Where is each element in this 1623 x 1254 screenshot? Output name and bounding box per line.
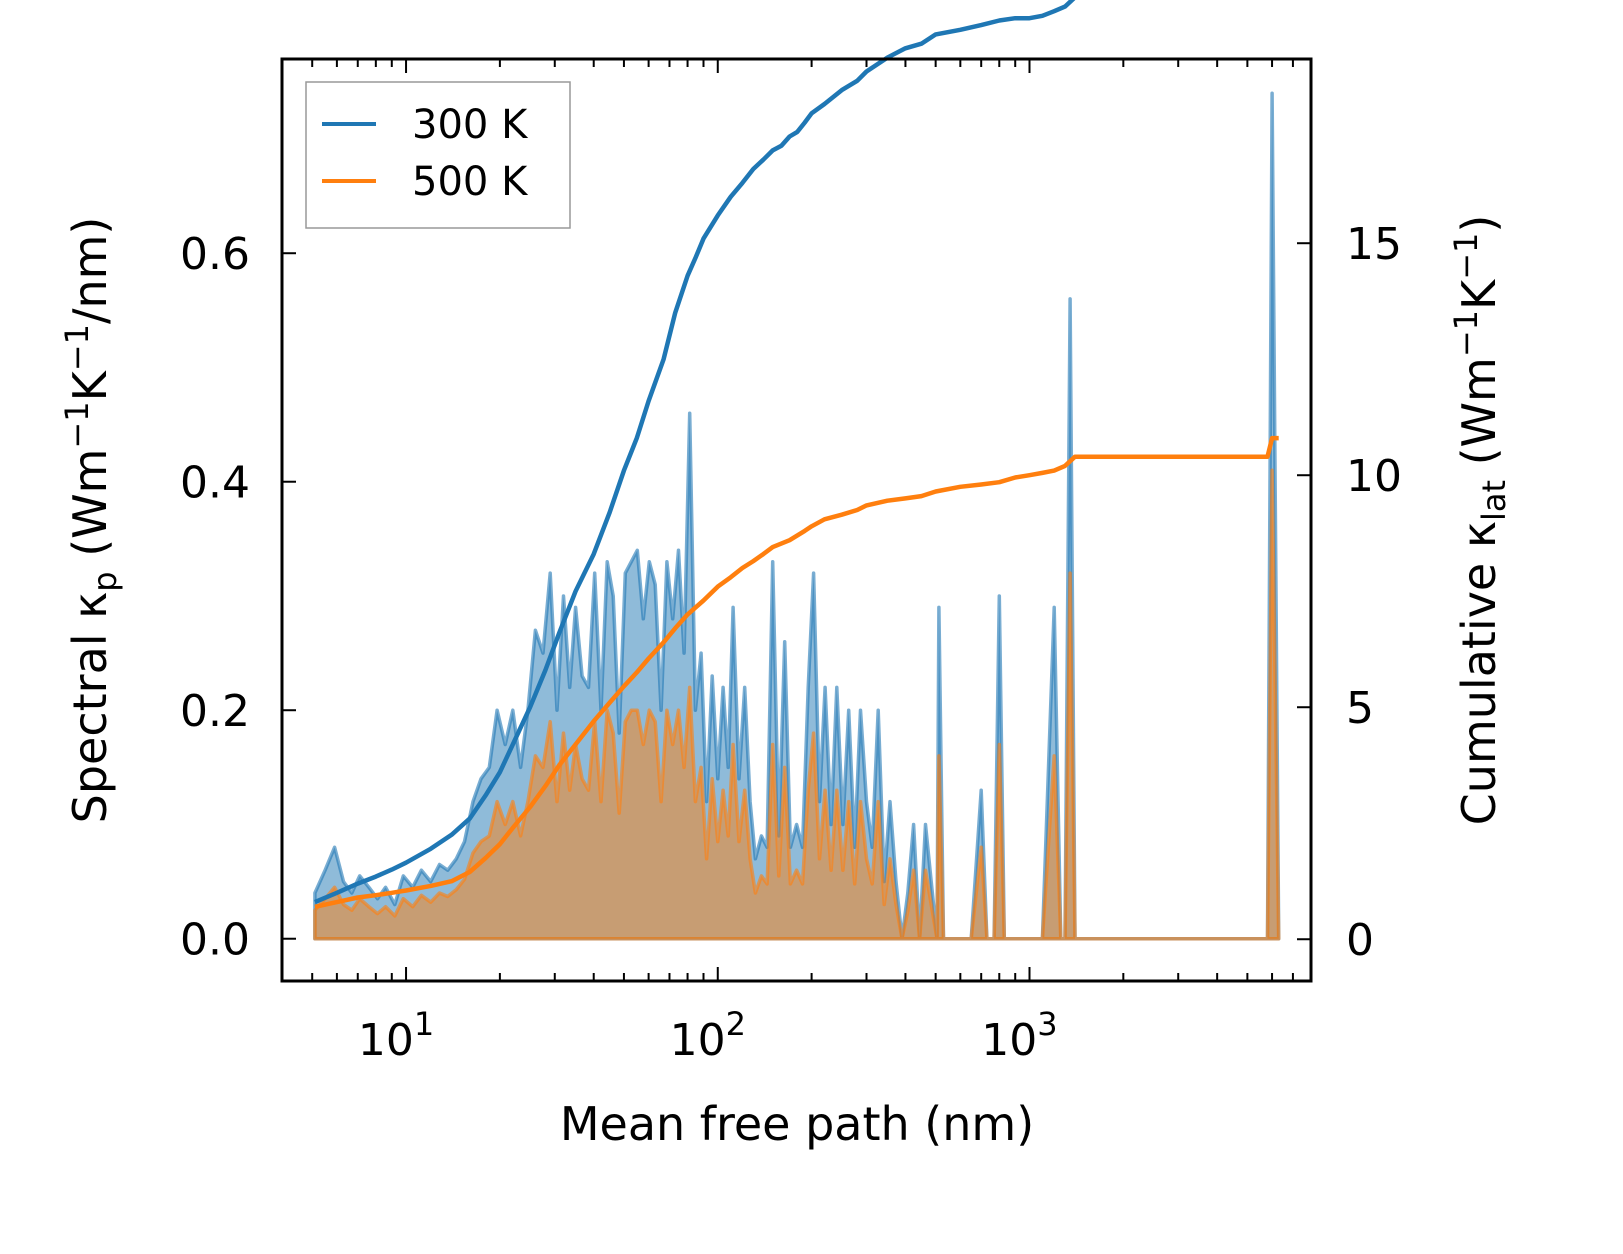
right-y-tick-label: 15 [1346,219,1402,270]
left-y-tick-label: 0.2 [180,686,250,737]
legend-label-500k: 500 K [412,159,529,205]
right-y-tick-label: 10 [1346,451,1402,502]
left-y-tick-label: 0.4 [180,458,250,509]
x-axis-label: Mean free path (nm) [560,1097,1034,1151]
legend-label-300k: 300 K [412,102,529,148]
plot-frame [280,57,1313,983]
left-y-tick-label: 0.0 [180,915,250,966]
legend-box [305,81,571,229]
spectral-area-500k [313,468,1281,941]
right-axis-label: Cumulative κlat (Wm−1K−1) [1447,215,1513,826]
spectral-fill-layer [313,91,1281,941]
tick-layer: 101 102 103 0.0 0.2 0.4 0.6 0 5 10 15 [180,59,1402,1066]
series-line-layer [314,0,1279,910]
legend: 300 K 500 K [305,81,571,229]
x-tick-label: 103 [981,1005,1057,1066]
left-axis-label: Spectral κp (Wm−1K−1/nm) [58,217,124,824]
left-y-tick-label: 0.6 [180,229,250,280]
cumulative-line-300k [314,0,1076,905]
x-tick-label: 101 [358,1005,434,1066]
cumulative-line-500k [314,435,1279,910]
x-tick-label: 102 [670,1005,746,1066]
right-y-tick-label: 5 [1346,683,1374,734]
right-y-tick-label: 0 [1346,915,1374,966]
